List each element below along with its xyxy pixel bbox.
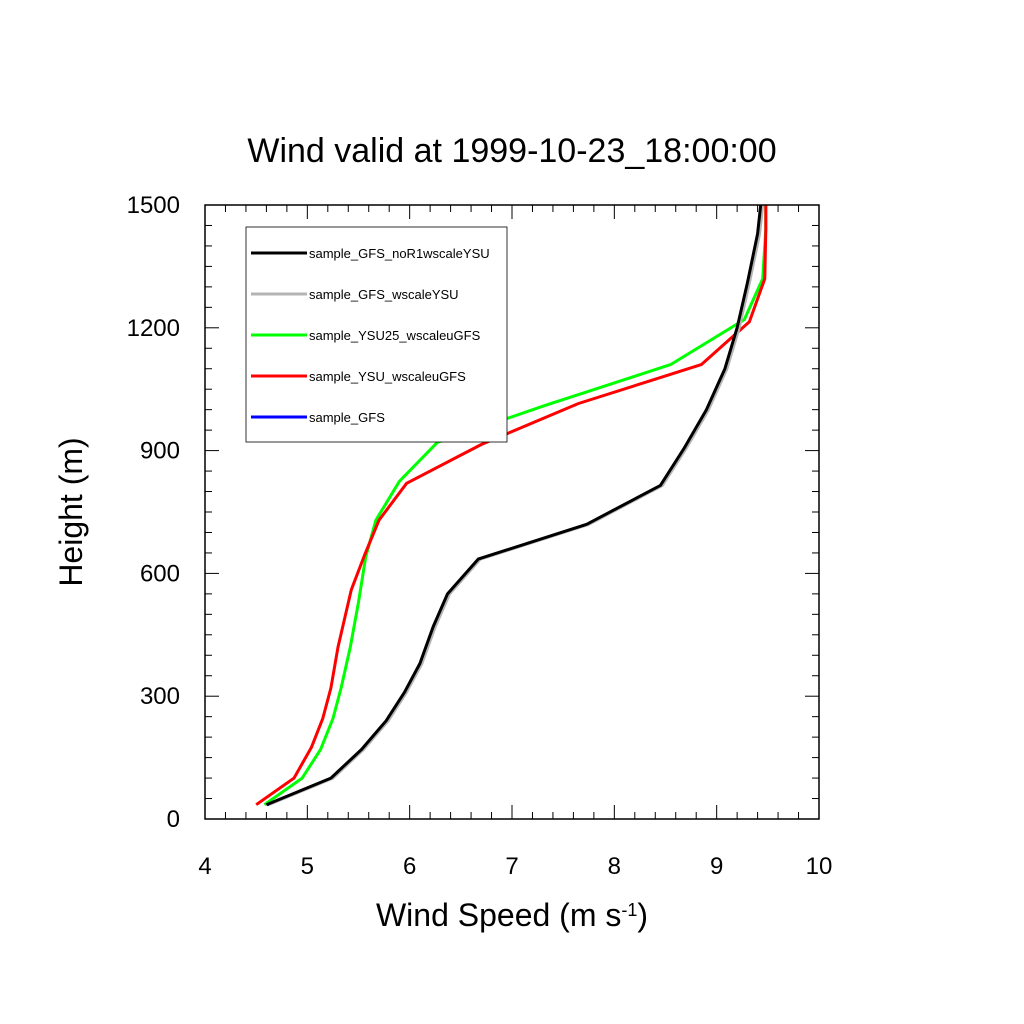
series-line [263,205,768,806]
x-tick-label: 10 [806,853,833,880]
legend-label: sample_GFS_wscaleYSU [309,287,459,302]
legend-label: sample_YSU_wscaleuGFS [309,369,466,384]
x-axis-title-close: ) [637,897,648,933]
series-line [255,205,768,806]
plot-lines [255,204,768,807]
series-line [265,204,763,807]
axis-ticks [204,204,820,820]
x-axis-title: Wind Speed (m s-1) [376,897,648,933]
x-tick-label: 4 [198,853,211,880]
x-axis-title-superscript: -1 [621,900,637,920]
x-tick-label: 7 [505,853,518,880]
legend-label: sample_YSU25_wscaleuGFS [309,328,481,343]
legend-label: sample_GFS [309,410,385,425]
y-tick-label: 0 [167,806,180,833]
legend-label: sample_GFS_noR1wscaleYSU [309,246,490,261]
y-tick-label: 300 [140,683,180,710]
y-tick-labels: 0 300 600 900 1200 1500 [127,192,180,833]
x-tick-label: 5 [301,853,314,880]
x-tick-label: 9 [710,853,723,880]
x-tick-label: 6 [403,853,416,880]
x-tick-label: 8 [608,853,621,880]
x-tick-labels: 4 5 6 7 8 9 10 [198,853,832,880]
legend: sample_GFS_noR1wscaleYSU sample_GFS_wscal… [245,226,508,443]
y-axis-title: Height (m) [53,437,89,586]
y-tick-label: 900 [140,438,180,465]
y-tick-label: 1200 [127,315,180,342]
y-tick-label: 600 [140,560,180,587]
y-tick-label: 1500 [127,192,180,219]
legend-items: sample_GFS_noR1wscaleYSU sample_GFS_wscal… [251,246,490,425]
chart-title: Wind valid at 1999-10-23_18:00:00 [247,132,776,170]
x-axis-title-main: Wind Speed (m s [376,897,621,933]
